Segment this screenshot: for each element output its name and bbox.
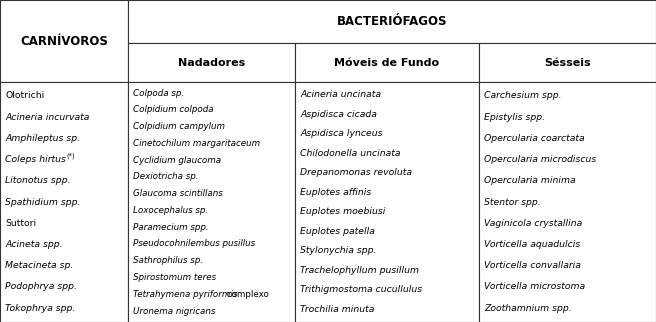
Text: Opercularia microdiscus: Opercularia microdiscus [484, 155, 596, 164]
Bar [479, 82, 656, 322]
Text: Vorticella convallaria: Vorticella convallaria [484, 261, 581, 270]
Text: Uronema nigricans: Uronema nigricans [133, 307, 216, 316]
Text: CARNÍVOROS: CARNÍVOROS [20, 34, 108, 48]
Text: Tokophrya spp.: Tokophrya spp. [5, 304, 75, 313]
Text: Acineta spp.: Acineta spp. [5, 240, 63, 249]
Text: Suttori: Suttori [5, 219, 36, 228]
Text: Colpidium campylum: Colpidium campylum [133, 122, 225, 131]
Text: Zoothamnium spp.: Zoothamnium spp. [484, 304, 572, 313]
Text: Acineria uncinata: Acineria uncinata [300, 90, 381, 99]
Text: Vorticella microstoma: Vorticella microstoma [484, 282, 585, 291]
Text: (*): (*) [66, 153, 75, 159]
Text: Amphileptus sp.: Amphileptus sp. [5, 134, 81, 143]
Text: Pseudocohnilembus pusillus: Pseudocohnilembus pusillus [133, 240, 255, 249]
Text: Cinetochilum margaritaceum: Cinetochilum margaritaceum [133, 139, 260, 148]
Text: BACTERIÓFAGOS: BACTERIÓFAGOS [337, 15, 447, 28]
Bar [295, 43, 479, 82]
Text: Metacineta sp.: Metacineta sp. [5, 261, 73, 270]
Text: Olotrichi: Olotrichi [5, 91, 45, 100]
Text: Aspidisca lynceus: Aspidisca lynceus [300, 129, 383, 138]
Text: Acineria incurvata: Acineria incurvata [5, 113, 90, 122]
Text: Tetrahymena pyriformis: Tetrahymena pyriformis [133, 290, 237, 299]
Text: Glaucoma scintillans: Glaucoma scintillans [133, 189, 223, 198]
Bar [479, 43, 656, 82]
Text: Sathrophilus sp.: Sathrophilus sp. [133, 256, 203, 265]
Text: Opercularia minima: Opercularia minima [484, 176, 576, 185]
Text: Opercularia coarctata: Opercularia coarctata [484, 134, 584, 143]
Text: Trachelophyllum pusillum: Trachelophyllum pusillum [300, 266, 419, 275]
Bar [0, 82, 128, 322]
Text: Carchesium spp.: Carchesium spp. [484, 91, 562, 100]
Text: Cyclidium glaucoma: Cyclidium glaucoma [133, 156, 221, 165]
Text: Euplotes moebiusi: Euplotes moebiusi [300, 207, 386, 216]
Text: Spirostomum teres: Spirostomum teres [133, 273, 216, 282]
Bar [128, 43, 295, 82]
Text: Vaginicola crystallina: Vaginicola crystallina [484, 219, 583, 228]
Text: Aspidisca cicada: Aspidisca cicada [300, 110, 377, 119]
Text: Epistylis spp.: Epistylis spp. [484, 113, 545, 122]
Text: Podophrya spp.: Podophrya spp. [5, 282, 77, 291]
Text: Euplotes affinis: Euplotes affinis [300, 188, 372, 197]
Text: complexo: complexo [224, 290, 268, 299]
Text: Móveis de Fundo: Móveis de Fundo [335, 58, 440, 68]
Text: Litonotus spp.: Litonotus spp. [5, 176, 71, 185]
Text: Spathidium spp.: Spathidium spp. [5, 198, 81, 206]
Text: Euplotes patella: Euplotes patella [300, 227, 375, 236]
Text: Sésseis: Sésseis [544, 58, 591, 68]
Bar [295, 82, 479, 322]
Text: Stylonychia spp.: Stylonychia spp. [300, 246, 377, 255]
Text: Vorticella aquadulcis: Vorticella aquadulcis [484, 240, 581, 249]
Bar [0, 0, 128, 82]
Text: Paramecium spp.: Paramecium spp. [133, 223, 209, 232]
Bar [128, 82, 295, 322]
Text: Colpoda sp.: Colpoda sp. [133, 89, 184, 98]
Text: Chilodonella uncinata: Chilodonella uncinata [300, 149, 401, 158]
Text: Trochilia minuta: Trochilia minuta [300, 305, 375, 314]
Bar [128, 0, 656, 43]
Text: Nadadores: Nadadores [178, 58, 245, 68]
Text: Coleps hirtus: Coleps hirtus [5, 155, 66, 164]
Text: Drepanomonas revoluta: Drepanomonas revoluta [300, 168, 413, 177]
Text: Colpidium colpoda: Colpidium colpoda [133, 105, 214, 114]
Text: Dexiotricha sp.: Dexiotricha sp. [133, 172, 199, 181]
Text: Trithigmostoma cucullulus: Trithigmostoma cucullulus [300, 285, 422, 294]
Text: Loxocephalus sp.: Loxocephalus sp. [133, 206, 209, 215]
Text: Stentor spp.: Stentor spp. [484, 198, 541, 206]
